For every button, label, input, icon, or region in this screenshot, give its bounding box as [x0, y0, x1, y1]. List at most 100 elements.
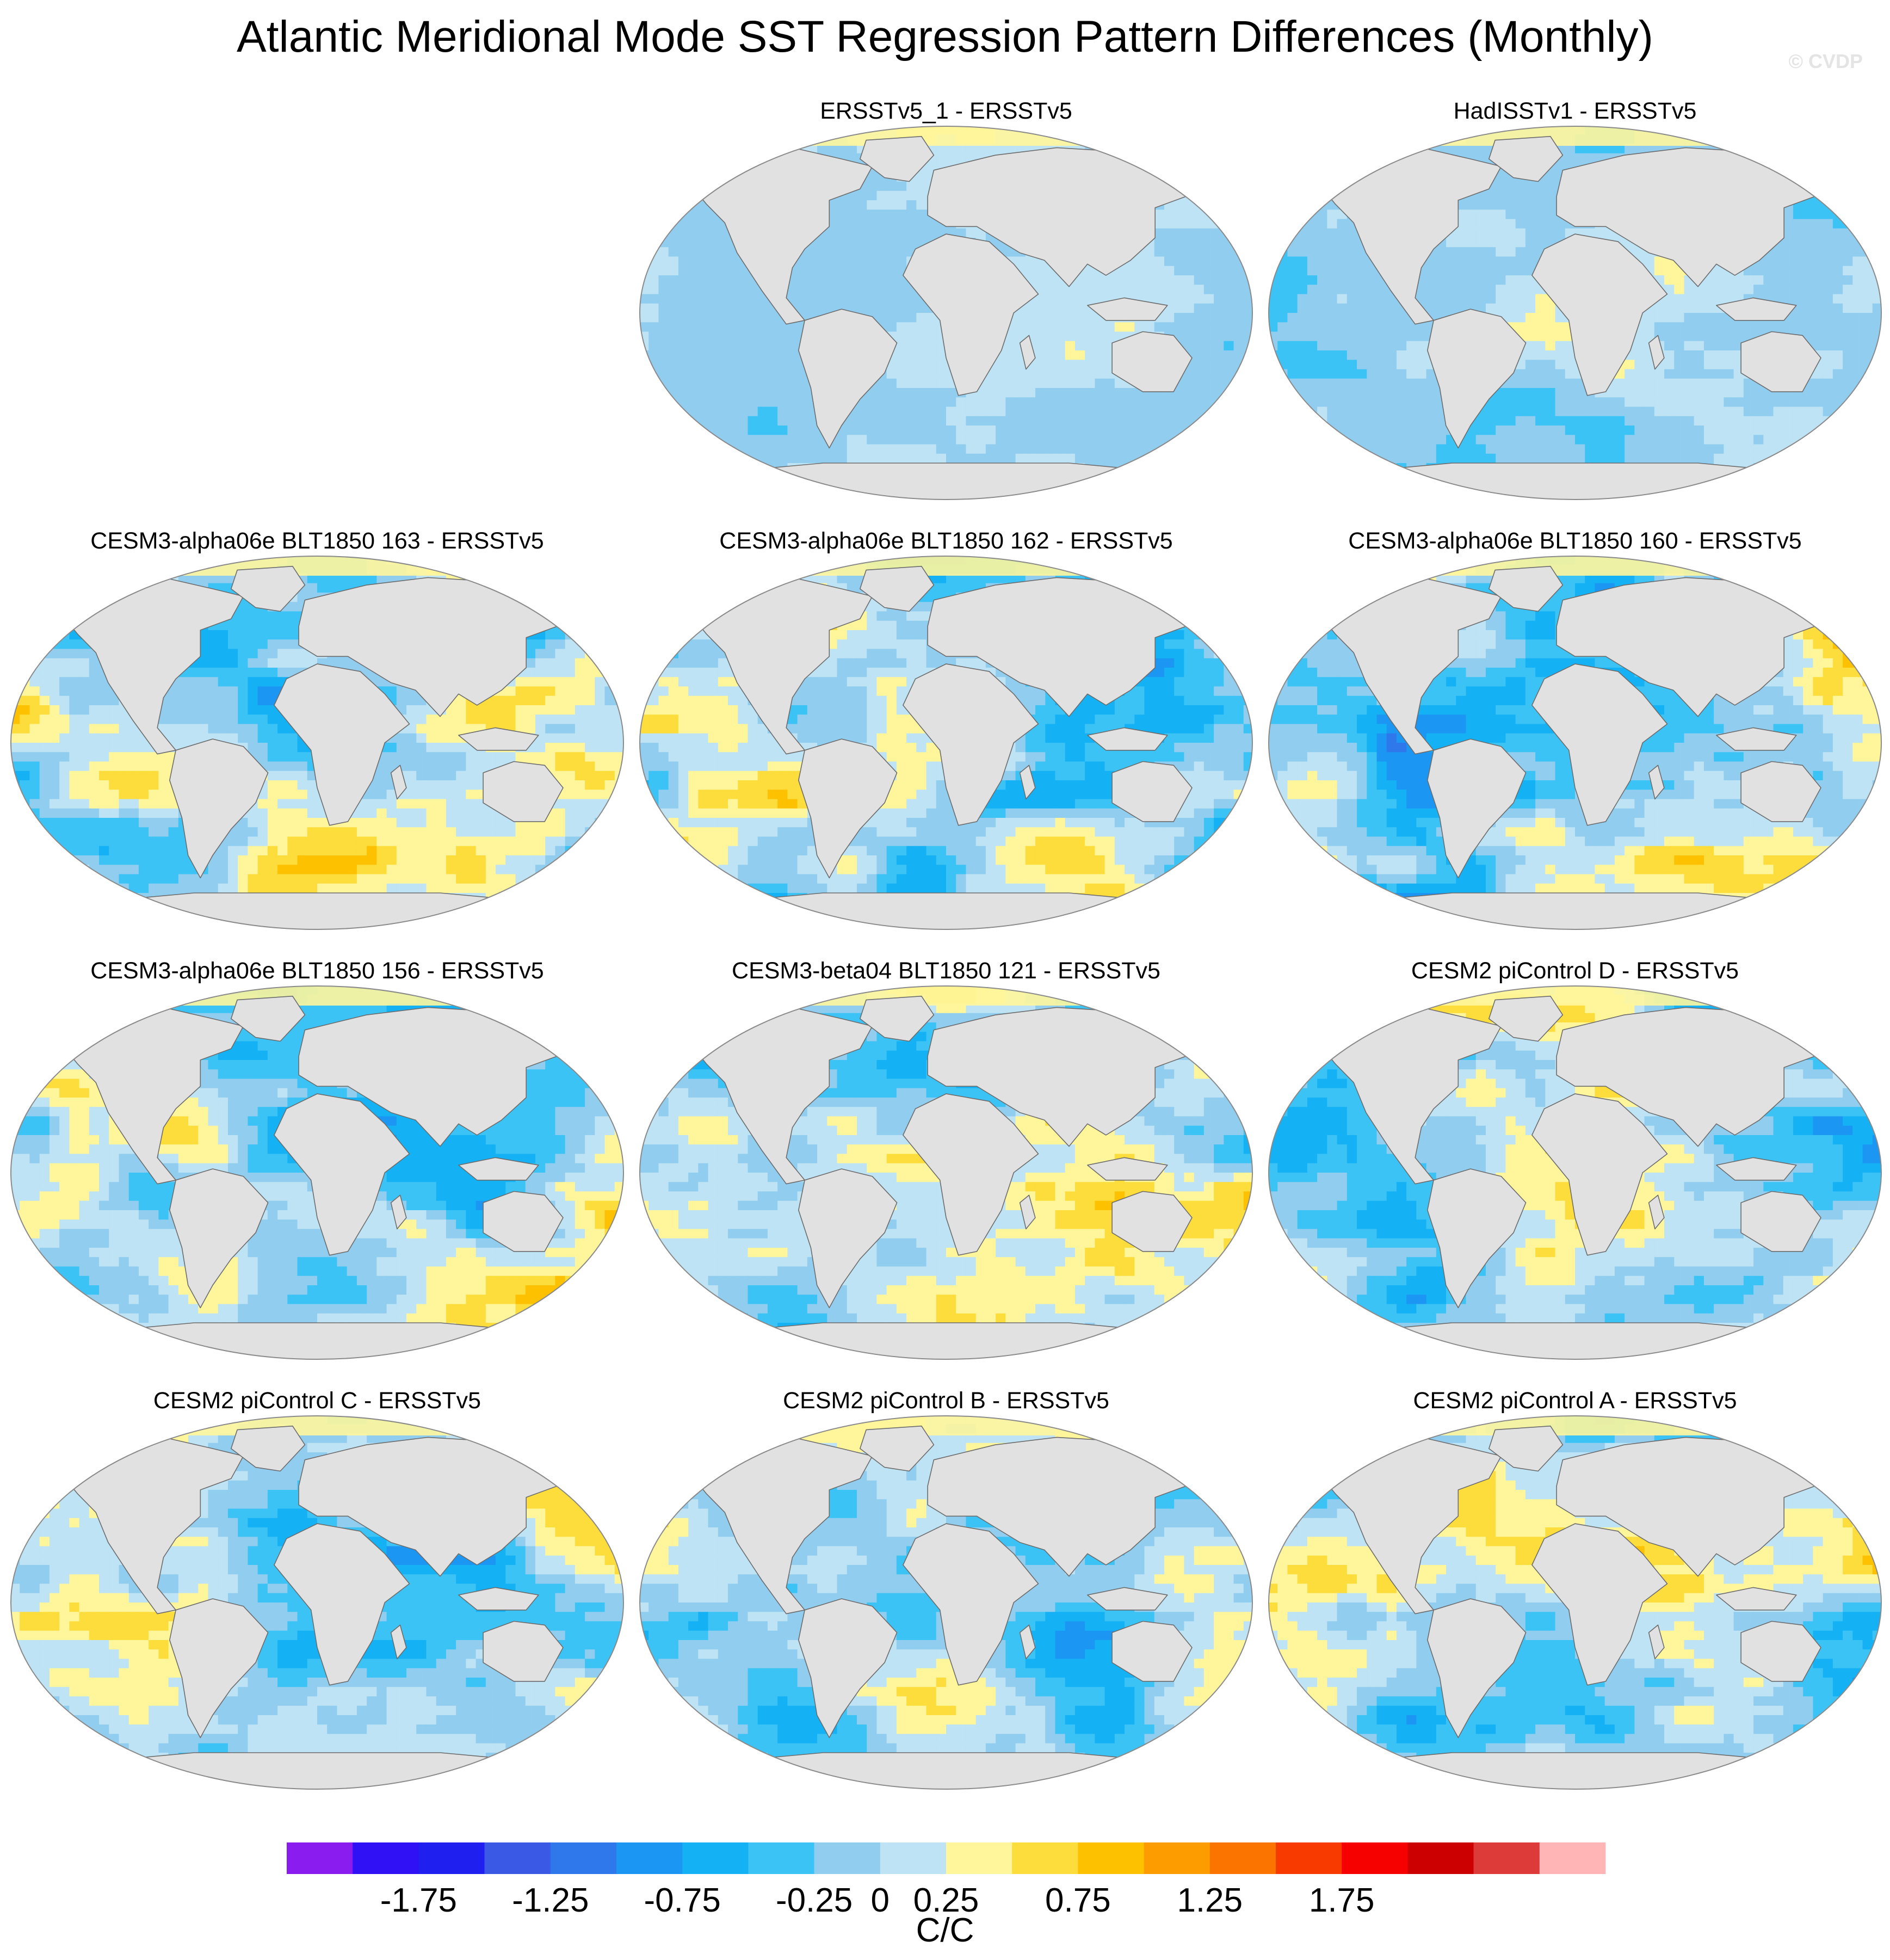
- madagascar-landmass: [390, 1624, 407, 1660]
- map-outline: [1268, 556, 1882, 930]
- map-panel: [639, 1415, 1253, 1790]
- colorbar-tick-label: 1.75: [1287, 1882, 1396, 1920]
- australia-landmass: [1740, 1191, 1821, 1252]
- indonesia-landmass: [1087, 727, 1168, 751]
- colorbar-box: [1342, 1842, 1408, 1874]
- map-panel: [1268, 1415, 1882, 1790]
- south-america-landmass: [169, 1168, 269, 1309]
- colorbar-box: [1539, 1842, 1606, 1874]
- panel-title: CESM2 piControl D - ERSSTv5: [1268, 957, 1882, 985]
- panel-title: CESM3-beta04 BLT1850 121 - ERSSTv5: [639, 957, 1253, 985]
- south-america-landmass: [1427, 1168, 1527, 1309]
- greenland-landmass: [1488, 1425, 1564, 1472]
- antarctica-landmass: [700, 463, 1193, 500]
- colorbar-box: [748, 1842, 814, 1874]
- eurasia-landmass: [927, 577, 1199, 717]
- australia-landmass: [1740, 761, 1821, 822]
- map-panel: [1268, 556, 1882, 930]
- antarctica-landmass: [700, 892, 1193, 929]
- indonesia-landmass: [458, 1157, 539, 1181]
- colorbar-boxes: [287, 1842, 1606, 1874]
- antarctica-landmass: [71, 1322, 564, 1359]
- madagascar-landmass: [390, 765, 407, 800]
- eurasia-landmass: [927, 1437, 1199, 1577]
- panel-title: CESM2 piControl A - ERSSTv5: [1268, 1386, 1882, 1415]
- south-america-landmass: [1427, 738, 1527, 879]
- panel-title: ERSSTv5_1 - ERSSTv5: [639, 97, 1253, 125]
- chart-title: Atlantic Meridional Mode SST Regression …: [0, 10, 1890, 64]
- eurasia-landmass: [298, 577, 570, 717]
- map-outline: [1268, 1415, 1882, 1790]
- eurasia-landmass: [298, 1007, 570, 1147]
- eurasia-landmass: [1556, 147, 1828, 287]
- sst-difference-field: [11, 1416, 623, 1789]
- copyright-watermark: © CVDP: [1788, 50, 1863, 73]
- colorbar-box: [814, 1842, 881, 1874]
- antarctica-landmass: [71, 1752, 564, 1789]
- map-outline: [1268, 985, 1882, 1360]
- map-outline: [10, 985, 624, 1360]
- antarctica-landmass: [700, 1322, 1193, 1359]
- eurasia-landmass: [1556, 1007, 1828, 1147]
- eurasia-landmass: [1556, 1437, 1828, 1577]
- panel-title: CESM3-alpha06e BLT1850 162 - ERSSTv5: [639, 527, 1253, 555]
- colorbar-tick-label: -1.25: [496, 1882, 605, 1920]
- colorbar-box: [550, 1842, 617, 1874]
- south-america-landmass: [798, 1598, 898, 1739]
- africa-landmass: [903, 233, 1039, 396]
- sst-difference-field: [1269, 986, 1881, 1359]
- south-america-landmass: [1427, 309, 1527, 449]
- colorbar-box: [484, 1842, 551, 1874]
- south-america-landmass: [1427, 1598, 1527, 1739]
- south-america-landmass: [169, 1598, 269, 1739]
- australia-landmass: [1111, 331, 1193, 392]
- panel-title: CESM2 piControl C - ERSSTv5: [10, 1386, 625, 1415]
- greenland-landmass: [231, 1425, 306, 1472]
- south-america-landmass: [798, 309, 898, 449]
- colorbar-tick-label: -1.75: [364, 1882, 473, 1920]
- map-outline: [639, 985, 1253, 1360]
- colorbar-box: [682, 1842, 749, 1874]
- colorbar-box: [880, 1842, 947, 1874]
- indonesia-landmass: [1087, 1587, 1168, 1611]
- africa-landmass: [1531, 663, 1668, 826]
- indonesia-landmass: [1716, 727, 1797, 751]
- sst-difference-field: [11, 986, 623, 1359]
- antarctica-landmass: [700, 1752, 1193, 1789]
- eurasia-landmass: [927, 1007, 1199, 1147]
- panel-title: CESM3-alpha06e BLT1850 160 - ERSSTv5: [1268, 527, 1882, 555]
- australia-landmass: [483, 1620, 564, 1682]
- madagascar-landmass: [1019, 335, 1036, 370]
- antarctica-landmass: [71, 892, 564, 929]
- panel-title: CESM2 piControl B - ERSSTv5: [639, 1386, 1253, 1415]
- greenland-landmass: [860, 995, 935, 1042]
- eurasia-landmass: [1556, 577, 1828, 717]
- colorbar-box: [287, 1842, 353, 1874]
- eurasia-landmass: [927, 147, 1199, 287]
- madagascar-landmass: [1019, 1194, 1036, 1230]
- colorbar-box: [1276, 1842, 1342, 1874]
- colorbar-units: C/C: [0, 1911, 1890, 1950]
- sst-difference-field: [1269, 556, 1881, 929]
- colorbar-box: [616, 1842, 683, 1874]
- sst-difference-field: [1269, 126, 1881, 500]
- map-panel: [10, 985, 624, 1360]
- map-panel: [639, 985, 1253, 1360]
- colorbar-box: [1078, 1842, 1144, 1874]
- map-outline: [10, 556, 624, 930]
- south-america-landmass: [798, 738, 898, 879]
- colorbar-box: [418, 1842, 485, 1874]
- africa-landmass: [274, 1523, 410, 1686]
- map-outline: [639, 1415, 1253, 1790]
- map-panel: [639, 556, 1253, 930]
- africa-landmass: [903, 663, 1039, 826]
- map-panel: [10, 556, 624, 930]
- map-outline: [1268, 126, 1882, 500]
- greenland-landmass: [1488, 995, 1564, 1042]
- colorbar-box: [946, 1842, 1012, 1874]
- colorbar-box: [1473, 1842, 1540, 1874]
- indonesia-landmass: [1087, 297, 1168, 321]
- map-outline: [639, 126, 1253, 500]
- australia-landmass: [1740, 331, 1821, 392]
- madagascar-landmass: [1648, 1624, 1665, 1660]
